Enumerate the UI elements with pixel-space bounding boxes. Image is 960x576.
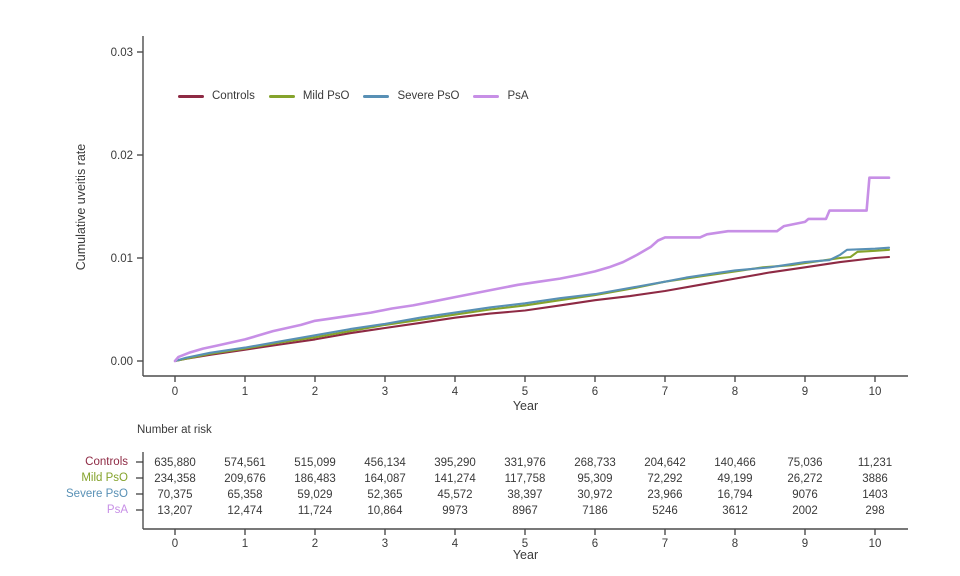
curve-psa [173, 176, 891, 363]
risk-cell: 141,274 [434, 473, 476, 485]
risk-x-tick-label: 8 [732, 538, 738, 550]
risk-cell: 11,231 [858, 457, 892, 469]
risk-cell: 2002 [792, 505, 818, 517]
risk-cell: 209,676 [224, 473, 266, 485]
risk-x-tick-label: 10 [869, 538, 882, 550]
risk-cell: 30,972 [577, 489, 612, 501]
risk-cell: 52,365 [367, 489, 402, 501]
risk-x-tick-label: 4 [452, 538, 459, 550]
legend-label-mild-pso: Mild PsO [302, 90, 350, 102]
x-tick-label: 10 [869, 386, 882, 398]
x-tick-label: 8 [732, 386, 738, 398]
legend-swatch-severe-pso [363, 94, 390, 98]
risk-cell: 13,207 [157, 505, 192, 517]
risk-cell: 49,199 [717, 473, 752, 485]
risk-cell: 72,292 [647, 473, 682, 485]
legend-swatch-mild-pso [268, 94, 295, 98]
risk-cell: 268,733 [574, 457, 616, 469]
risk-cell: 16,794 [717, 489, 753, 501]
legend-item-mild-pso: Mild PsO [268, 90, 350, 102]
x-axis-title: Year [512, 399, 539, 413]
risk-table-header: Number at risk [137, 424, 212, 436]
risk-x-tick-label: 6 [592, 538, 598, 550]
risk-cell: 65,358 [227, 489, 262, 501]
y-axis-title: Cumulative uveitis rate [74, 143, 88, 271]
risk-cell: 140,466 [714, 457, 756, 469]
risk-x-tick-label: 7 [662, 538, 668, 550]
risk-cell: 11,724 [298, 505, 333, 517]
risk-x-tick-label: 3 [382, 538, 388, 550]
risk-row-label-mild-pso: Mild PsO [81, 472, 128, 484]
risk-x-tick-label: 9 [802, 538, 808, 550]
y-tick-label: 0.02 [111, 150, 133, 162]
risk-cell: 117,758 [505, 473, 546, 485]
risk-cell: 12,474 [227, 505, 263, 517]
risk-cell: 70,375 [157, 489, 192, 501]
risk-cell: 7186 [582, 505, 608, 517]
risk-cell: 234,358 [154, 473, 196, 485]
y-tick-label: 0.00 [111, 356, 133, 368]
risk-row-label-severe-pso: Severe PsO [66, 488, 128, 500]
risk-x-tick-label: 5 [522, 538, 528, 550]
x-tick-label: 5 [522, 386, 528, 398]
risk-cell: 331,976 [504, 457, 546, 469]
risk-cell: 204,642 [644, 457, 686, 469]
legend-swatch-controls [178, 94, 204, 98]
risk-cell: 574,561 [224, 457, 266, 469]
x-tick-label: 6 [592, 386, 598, 398]
risk-cell: 164,087 [364, 473, 406, 485]
risk-table-x-axis-title: Year [512, 548, 539, 562]
risk-cell: 95,309 [577, 473, 612, 485]
x-tick-label: 1 [242, 386, 248, 398]
risk-cell: 23,966 [647, 489, 682, 501]
legend-item-severe-pso: Severe PsO [363, 90, 459, 102]
x-tick-label: 3 [382, 386, 388, 398]
y-tick-label: 0.01 [111, 253, 133, 265]
legend-item-controls: Controls [178, 90, 255, 102]
legend-label-psa: PsA [507, 90, 529, 102]
risk-cell: 9076 [792, 489, 818, 501]
risk-cell: 8967 [512, 505, 538, 517]
risk-cell: 1403 [862, 489, 888, 501]
legend-label-controls: Controls [212, 90, 255, 102]
risk-row-label-controls: Controls [85, 456, 128, 468]
legend-label-severe-pso: Severe PsO [397, 90, 460, 102]
risk-cell: 635,880 [154, 457, 196, 469]
y-tick-label: 0.03 [111, 47, 133, 59]
risk-cell: 10,864 [367, 505, 403, 517]
risk-cell: 186,483 [294, 473, 336, 485]
risk-cell: 395,290 [434, 457, 476, 469]
risk-cell: 298 [865, 505, 884, 517]
risk-cell: 5246 [652, 505, 678, 517]
legend-item-psa: PsA [473, 90, 529, 102]
risk-x-tick-label: 2 [312, 538, 318, 550]
legend-swatch-psa [473, 94, 500, 98]
x-tick-label: 0 [172, 386, 178, 398]
risk-row-label-psa: PsA [106, 504, 128, 516]
risk-cell: 3612 [722, 505, 748, 517]
risk-cell: 75,036 [787, 457, 822, 469]
x-tick-label: 4 [452, 386, 459, 398]
x-tick-label: 2 [312, 386, 318, 398]
risk-cell: 26,272 [787, 473, 822, 485]
x-tick-label: 7 [662, 386, 668, 398]
risk-cell: 38,397 [507, 489, 542, 501]
risk-x-tick-label: 1 [242, 538, 248, 550]
plot-legend: Controls Mild PsO Severe PsO PsA [178, 88, 529, 104]
x-tick-label: 9 [802, 386, 808, 398]
curve-severe-pso [173, 246, 891, 363]
risk-cell: 9973 [442, 505, 468, 517]
risk-cell: 515,099 [294, 457, 336, 469]
curve-controls [173, 255, 891, 363]
risk-cell: 456,134 [364, 457, 406, 469]
risk-cell: 59,029 [297, 489, 332, 501]
risk-cell: 45,572 [437, 489, 472, 501]
risk-x-tick-label: 0 [172, 538, 178, 550]
risk-cell: 3886 [862, 473, 888, 485]
